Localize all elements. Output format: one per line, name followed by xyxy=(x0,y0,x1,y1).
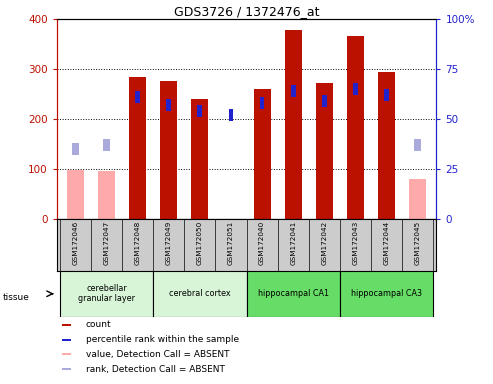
Text: GSM172048: GSM172048 xyxy=(135,220,141,265)
Text: GSM172042: GSM172042 xyxy=(321,220,327,265)
Text: hippocampal CA1: hippocampal CA1 xyxy=(258,289,329,298)
Bar xyxy=(98,172,115,219)
Bar xyxy=(191,99,209,219)
Bar xyxy=(260,97,264,109)
Bar xyxy=(414,139,421,151)
Text: GSM172040: GSM172040 xyxy=(259,220,265,265)
Bar xyxy=(63,339,71,341)
Bar xyxy=(246,271,340,317)
Bar xyxy=(63,354,71,355)
Text: value, Detection Call = ABSENT: value, Detection Call = ABSENT xyxy=(86,350,229,359)
Bar xyxy=(347,36,364,219)
Text: GSM172041: GSM172041 xyxy=(290,220,296,265)
Bar xyxy=(384,89,389,101)
Bar xyxy=(340,271,433,317)
Bar xyxy=(166,99,171,111)
Bar xyxy=(129,77,146,219)
Bar xyxy=(67,170,84,219)
Text: cerebral cortex: cerebral cortex xyxy=(169,289,231,298)
Text: GSM172045: GSM172045 xyxy=(415,220,421,265)
Bar xyxy=(72,143,79,155)
Bar xyxy=(316,83,333,219)
Title: GDS3726 / 1372476_at: GDS3726 / 1372476_at xyxy=(174,5,319,18)
Text: GSM172050: GSM172050 xyxy=(197,220,203,265)
Bar xyxy=(378,72,395,219)
Bar xyxy=(63,324,71,326)
Bar xyxy=(135,91,140,103)
Bar xyxy=(63,368,71,370)
Text: cerebellar
granular layer: cerebellar granular layer xyxy=(78,284,135,303)
Bar xyxy=(60,271,153,317)
Bar xyxy=(284,30,302,219)
Text: GSM172051: GSM172051 xyxy=(228,220,234,265)
Text: tissue: tissue xyxy=(2,293,30,302)
Bar xyxy=(353,83,358,95)
Bar xyxy=(103,139,110,151)
Text: count: count xyxy=(86,320,111,329)
Text: GSM172043: GSM172043 xyxy=(352,220,358,265)
Bar xyxy=(160,81,177,219)
Text: GSM172047: GSM172047 xyxy=(104,220,109,265)
Text: rank, Detection Call = ABSENT: rank, Detection Call = ABSENT xyxy=(86,365,225,374)
Text: GSM172044: GSM172044 xyxy=(384,220,389,265)
Bar xyxy=(322,95,327,107)
Bar xyxy=(409,179,426,219)
Bar xyxy=(291,85,295,97)
Text: GSM172049: GSM172049 xyxy=(166,220,172,265)
Bar xyxy=(229,109,233,121)
Bar xyxy=(253,89,271,219)
Text: GSM172046: GSM172046 xyxy=(72,220,78,265)
Bar xyxy=(153,271,246,317)
Bar xyxy=(198,105,202,117)
Text: hippocampal CA3: hippocampal CA3 xyxy=(351,289,422,298)
Text: percentile rank within the sample: percentile rank within the sample xyxy=(86,335,239,344)
